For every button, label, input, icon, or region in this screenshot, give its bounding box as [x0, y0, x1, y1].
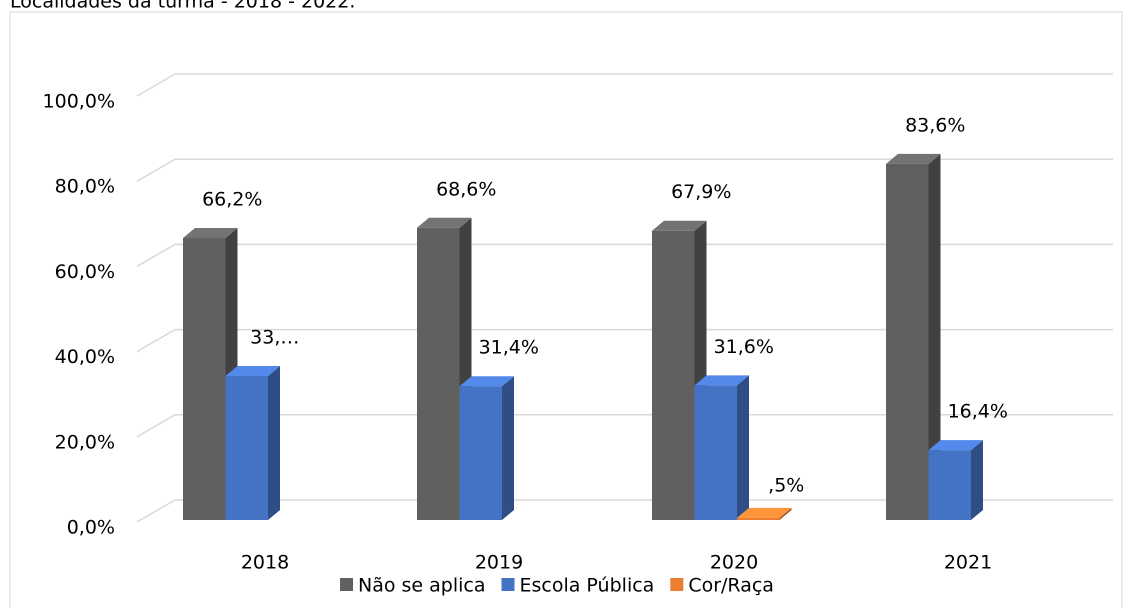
data-label: 66,2%: [202, 188, 262, 210]
bar: [737, 517, 780, 520]
bar-top: [694, 375, 749, 386]
grid-line: [136, 73, 1113, 97]
y-tick-label: 100,0%: [43, 91, 115, 113]
bar: [928, 450, 971, 520]
y-tick-label: 0,0%: [67, 517, 115, 539]
grid-line: [136, 414, 1113, 438]
legend-swatch: [501, 578, 515, 591]
bar-top: [225, 366, 280, 377]
x-tick-label: 2020: [710, 552, 758, 574]
x-tick-label: 2019: [475, 552, 523, 574]
data-label: 33,…: [250, 327, 299, 349]
bar: [225, 376, 268, 520]
bar-side: [779, 507, 792, 520]
y-tick-label: 40,0%: [55, 346, 115, 368]
bar-top: [183, 227, 238, 238]
y-tick-label: 60,0%: [55, 261, 115, 283]
x-tick-label: 2021: [944, 552, 992, 574]
data-label: 67,9%: [671, 181, 731, 203]
bar: [183, 237, 226, 520]
bar: [417, 227, 460, 520]
legend-swatch: [340, 578, 353, 591]
data-label: 83,6%: [905, 114, 965, 136]
bar-side: [737, 375, 749, 520]
data-label: ,5%: [768, 474, 804, 496]
bar-top: [928, 440, 983, 451]
x-tick-label: 2018: [241, 552, 289, 574]
bar-side: [971, 440, 983, 520]
legend-label: Escola Pública: [520, 575, 655, 597]
data-label: 31,4%: [479, 337, 539, 359]
bar-top: [652, 220, 707, 231]
chart-title: Localidades da turma - 2018 - 2022.: [10, 0, 355, 13]
legend-label: Não se aplica: [358, 575, 486, 597]
bar-side: [502, 376, 514, 520]
y-tick-label: 80,0%: [55, 176, 115, 198]
bar: [694, 385, 737, 520]
bar-top: [886, 153, 941, 164]
grid-line: [136, 158, 1113, 182]
grid-line: [136, 499, 1113, 523]
data-label: 68,6%: [436, 178, 496, 200]
data-label: 16,4%: [948, 401, 1008, 423]
legend-label: Cor/Raça: [688, 575, 774, 597]
bar-top: [737, 507, 792, 518]
grid-line: [136, 243, 1113, 268]
bar-side: [268, 366, 280, 520]
y-tick-label: 20,0%: [55, 431, 115, 453]
bar: [886, 163, 929, 520]
legend-swatch: [670, 578, 684, 591]
bar-top: [459, 376, 514, 387]
bar-top: [417, 217, 472, 228]
data-label: 31,6%: [714, 336, 774, 358]
grid-line: [136, 328, 1113, 353]
bar: [652, 230, 695, 520]
bar-side: [928, 153, 941, 520]
bar: [459, 386, 502, 520]
